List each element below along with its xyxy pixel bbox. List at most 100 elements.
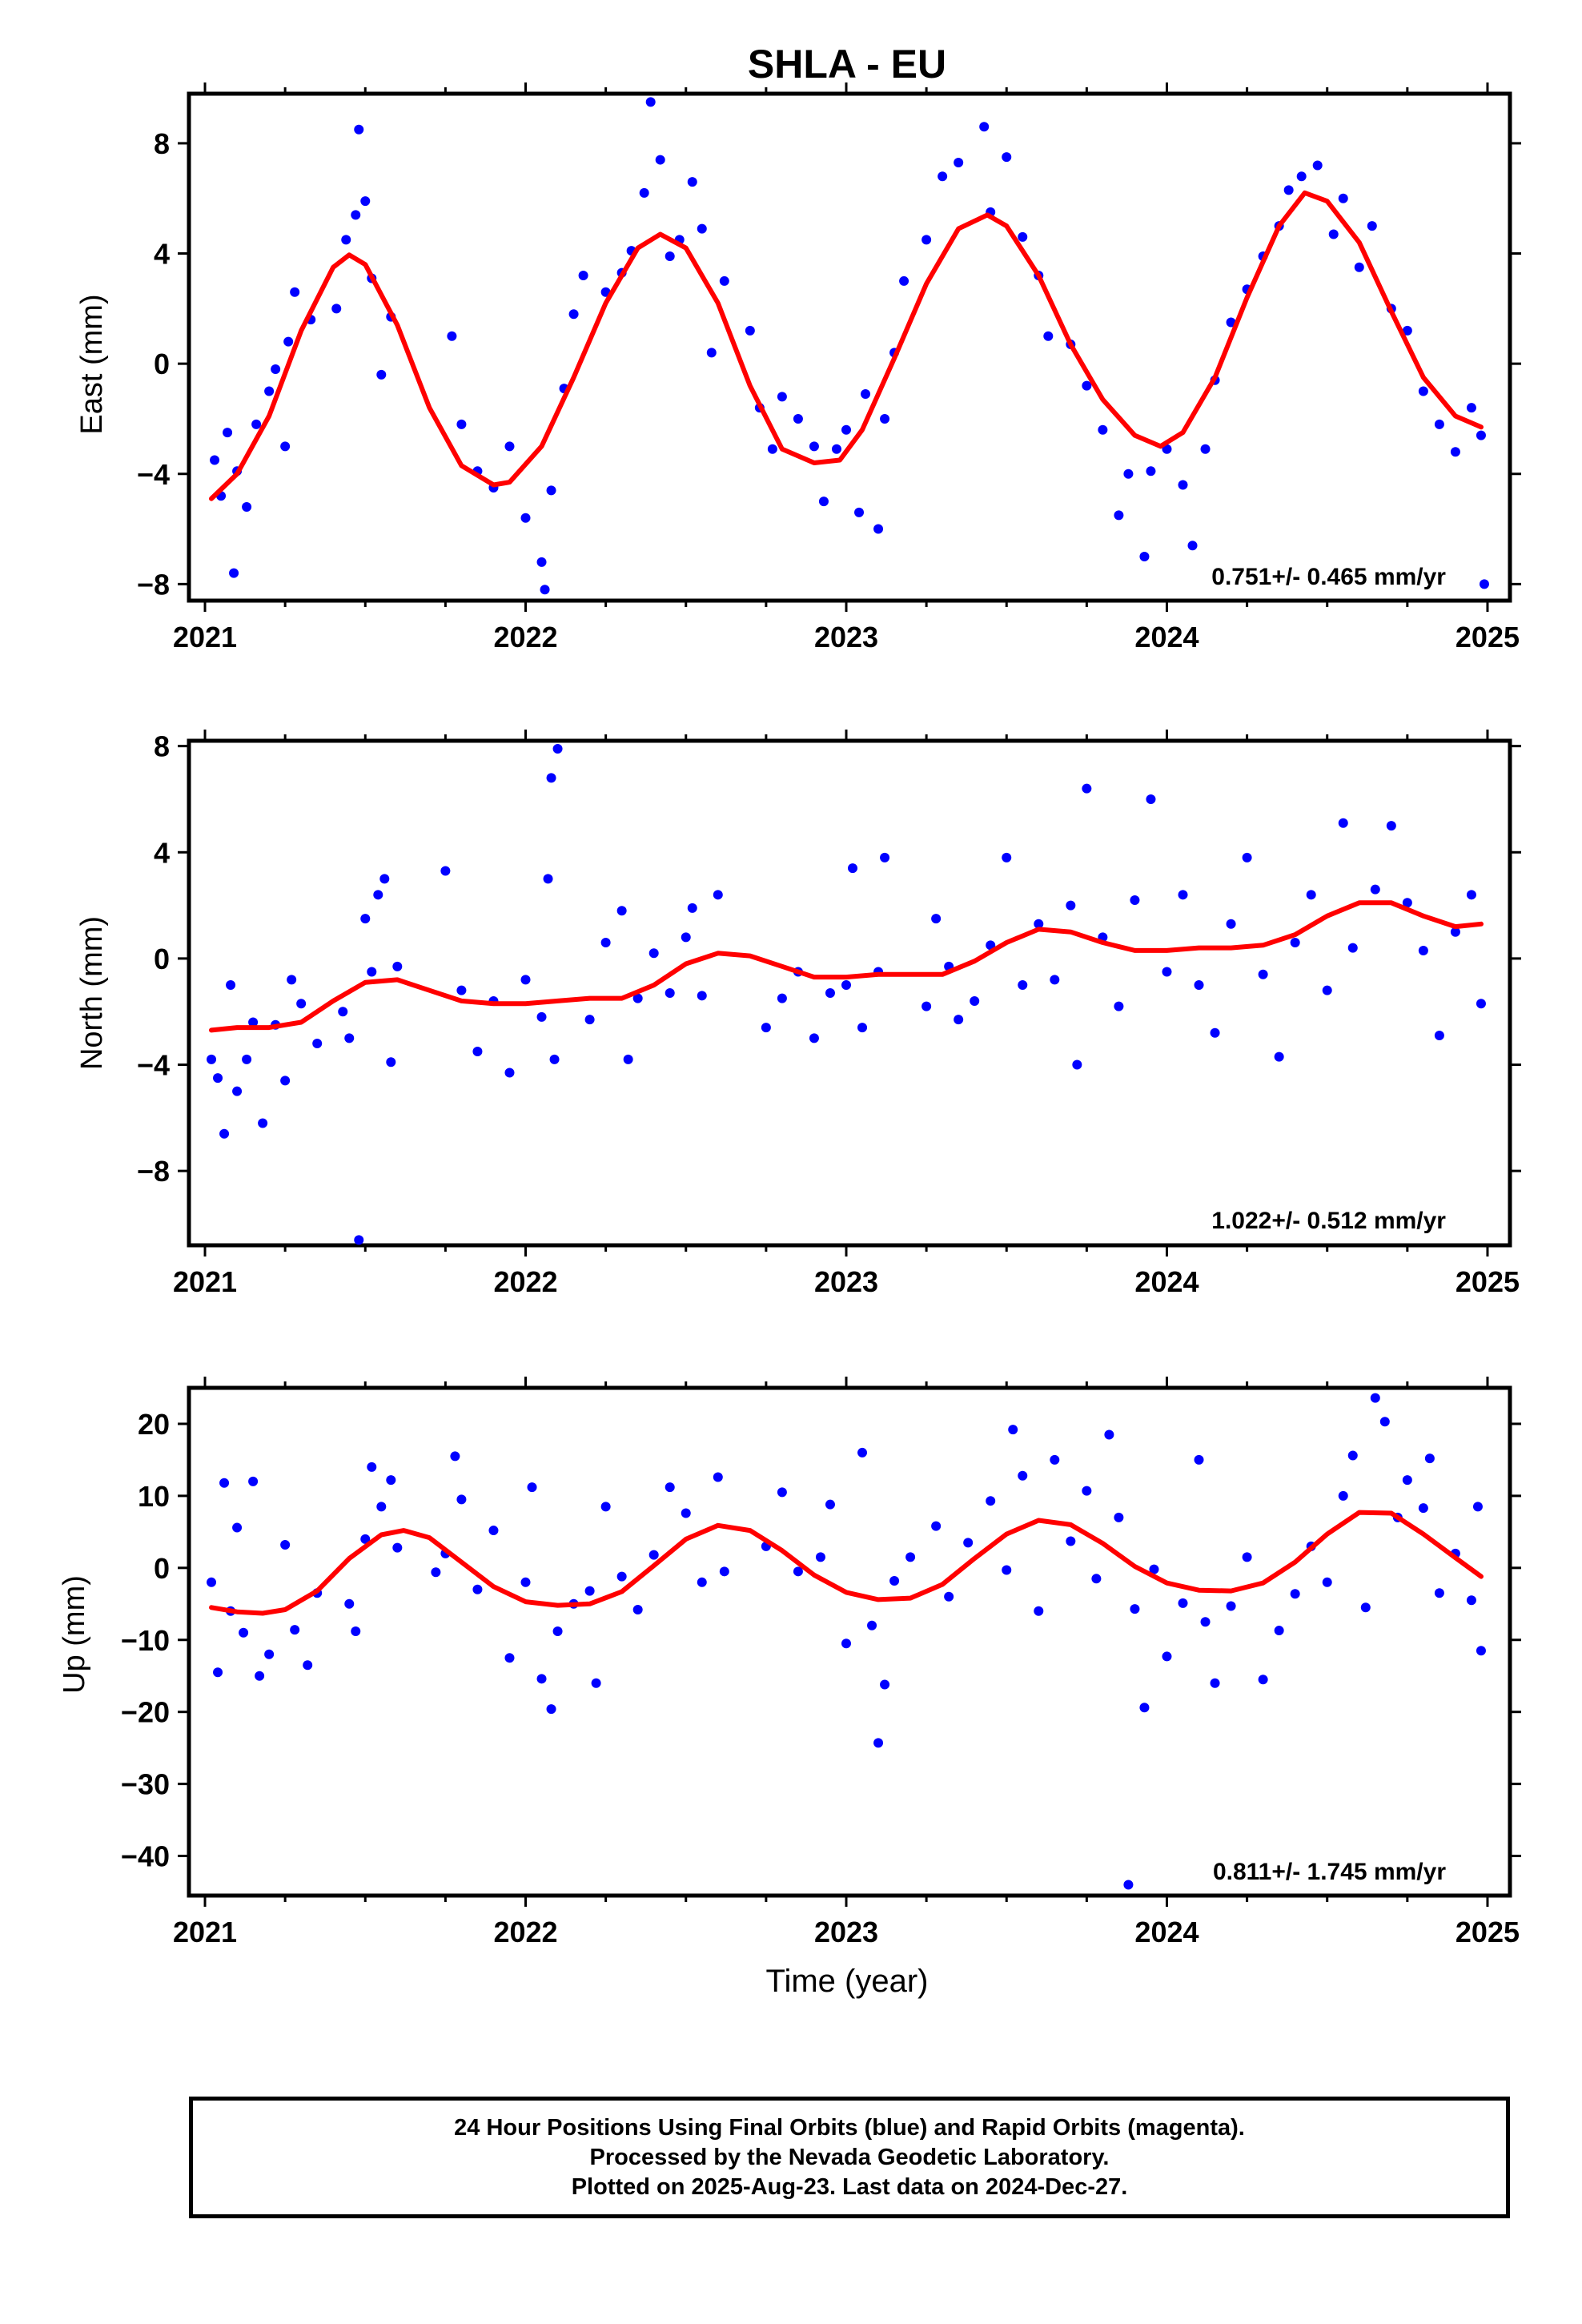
up-data-point: [697, 1577, 707, 1587]
north-data-point: [584, 1015, 595, 1025]
up-data-point: [1082, 1486, 1092, 1496]
north-data-point: [1370, 884, 1380, 895]
north-data-point: [1338, 818, 1348, 828]
north-y-tick-label: 4: [154, 836, 170, 869]
east-data-point: [1114, 510, 1124, 521]
north-y-tick-label: −4: [137, 1049, 170, 1082]
east-data-point: [639, 187, 649, 198]
east-data-point: [1479, 579, 1489, 589]
up-data-point: [1274, 1626, 1284, 1636]
east-data-point: [1434, 419, 1444, 429]
up-data-point: [931, 1521, 942, 1531]
east-data-point: [665, 251, 675, 261]
north-data-point: [1018, 980, 1028, 991]
up-data-point: [546, 1704, 556, 1715]
up-data-point: [986, 1496, 996, 1506]
north-x-tick-label: 2023: [814, 1265, 878, 1298]
east-data-point: [546, 485, 556, 496]
up-data-point: [1226, 1601, 1236, 1611]
up-data-point: [1002, 1565, 1012, 1575]
up-y-tick-label: −10: [121, 1624, 170, 1657]
north-data-point: [777, 993, 787, 1003]
east-data-point: [818, 497, 829, 507]
east-data-point: [341, 235, 351, 245]
east-data-point: [1043, 331, 1054, 341]
up-data-point: [290, 1625, 300, 1635]
east-data-point: [1123, 468, 1134, 479]
up-data-point: [1476, 1646, 1486, 1656]
north-data-point: [1082, 783, 1092, 794]
east-data-point: [504, 441, 515, 452]
east-data-point: [1178, 480, 1188, 490]
north-data-point: [440, 866, 451, 876]
east-data-point: [777, 392, 787, 402]
east-data-point: [1476, 430, 1486, 440]
east-data-point: [1018, 231, 1028, 242]
north-panel: North (mm) 2021 2022 2023 2024 2025 8 4 0 −4 −8 1.…: [75, 730, 1521, 1298]
north-data-point: [1402, 898, 1412, 908]
east-rate-label: 0.751+/- 0.465 mm/yr: [1211, 564, 1446, 590]
north-data-point: [1210, 1027, 1220, 1038]
up-data-point: [719, 1566, 729, 1577]
east-data-point: [1187, 541, 1198, 551]
up-data-point: [777, 1487, 787, 1498]
up-data-point: [889, 1576, 900, 1586]
east-data-point: [520, 513, 531, 523]
east-y-tick-label: 0: [154, 348, 170, 380]
east-data-point: [1367, 221, 1377, 231]
north-data-point: [921, 1001, 932, 1011]
east-data-point: [331, 304, 342, 314]
north-data-point: [1146, 794, 1156, 804]
up-data-point: [255, 1671, 265, 1681]
north-data-point: [219, 1128, 230, 1139]
up-data-point: [1178, 1598, 1188, 1608]
north-data-point: [549, 1054, 560, 1064]
up-data-point: [1424, 1454, 1435, 1464]
north-data-point: [1476, 999, 1486, 1009]
up-data-point: [1472, 1502, 1483, 1512]
north-data-point: [1066, 900, 1076, 911]
east-data-point: [354, 124, 364, 135]
up-data-point: [351, 1626, 361, 1636]
north-y-tick-label: 0: [154, 943, 170, 975]
east-data-point: [568, 309, 579, 320]
north-y-tick-label: 8: [154, 730, 170, 763]
east-data-point: [921, 235, 932, 245]
up-data-point: [681, 1508, 691, 1518]
up-y-tick-label: −20: [121, 1696, 170, 1729]
north-data-point: [213, 1073, 223, 1084]
up-data-point: [472, 1584, 483, 1594]
north-data-point: [600, 938, 611, 947]
east-ylabel: East (mm): [75, 294, 109, 434]
up-data-point: [431, 1567, 441, 1578]
east-data-point: [1200, 444, 1211, 454]
up-data-point: [344, 1598, 355, 1609]
north-data-point: [665, 988, 675, 998]
east-data-point: [1283, 185, 1294, 195]
north-data-point: [207, 1054, 217, 1064]
east-data-point: [1296, 171, 1307, 182]
north-data-point: [367, 967, 377, 977]
east-data-point: [938, 171, 948, 182]
north-data-point: [242, 1054, 252, 1064]
up-data-point: [456, 1494, 467, 1505]
north-data-point: [648, 948, 659, 959]
up-data-point: [504, 1653, 515, 1663]
east-data-point: [1402, 325, 1412, 336]
up-data-point: [207, 1577, 217, 1587]
up-data-point: [536, 1674, 547, 1684]
east-data-point: [706, 348, 717, 358]
up-data-point: [1123, 1880, 1134, 1890]
up-data-point: [600, 1502, 611, 1512]
east-x-tick-label: 2023: [814, 621, 878, 653]
east-y-tick-label: 4: [154, 238, 170, 271]
up-data-point: [1008, 1425, 1018, 1435]
north-data-point: [841, 980, 851, 991]
up-data-point: [1149, 1564, 1159, 1574]
north-data-point: [1130, 895, 1140, 905]
north-data-point: [1034, 919, 1044, 929]
up-data-point: [450, 1451, 460, 1462]
east-data-point: [376, 369, 387, 380]
north-data-point: [379, 874, 390, 884]
north-data-point: [226, 980, 236, 991]
